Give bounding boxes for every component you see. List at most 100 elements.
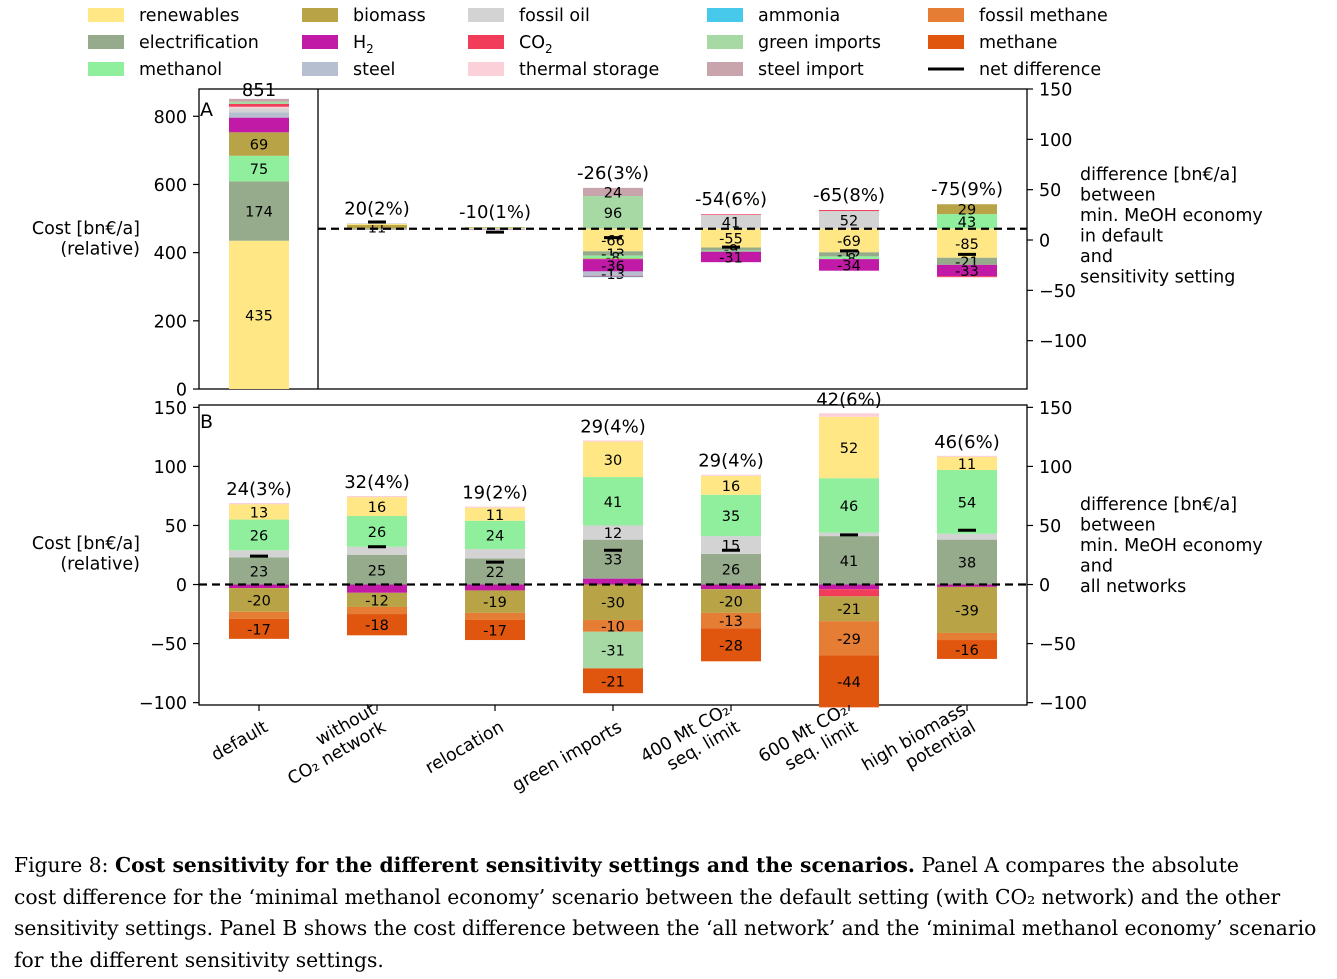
- bar-segment-methane: [701, 628, 761, 662]
- bar-segment-fossil_methane: [937, 632, 997, 641]
- data-label-h2: -31: [719, 250, 743, 266]
- bar-segment-methanol: [347, 516, 407, 547]
- bar-total-label: -54(6%): [695, 189, 767, 210]
- bar-segment-electrification: [229, 181, 289, 241]
- data-label-renewables: 52: [840, 441, 858, 457]
- y-axis-right-label: between: [1080, 516, 1156, 536]
- bar-segment-biomass: [819, 596, 879, 622]
- data-label-methane: -21: [601, 674, 625, 690]
- bar-segment-h2: [937, 264, 997, 277]
- legend-label-net: net difference: [979, 60, 1101, 80]
- bar-segment-co2: [819, 210, 879, 212]
- legend-swatch-ammonia: [707, 8, 743, 22]
- legend-label-co2: CO2: [519, 33, 553, 56]
- bar-segment-methane: [937, 640, 997, 659]
- bar-segment-methanol: [701, 494, 761, 537]
- data-label-electrification: 26: [722, 563, 740, 579]
- bar-segment-h2: [937, 584, 997, 587]
- data-label-electrification: 174: [245, 205, 273, 221]
- y-axis-right-label: between: [1080, 186, 1156, 206]
- data-label-methane: -16: [955, 643, 979, 659]
- y-tick-right-label: 50: [1039, 517, 1061, 537]
- data-label-green_imports: -31: [601, 644, 625, 660]
- data-label-h2: -36: [601, 259, 625, 275]
- x-tick-label-line: green imports: [509, 717, 626, 796]
- bar-segment-electrification: [701, 553, 761, 585]
- bar-segment-thermal_storage: [347, 495, 407, 498]
- legend-item-steel_import: steel import: [707, 60, 864, 80]
- y-axis-right-label: and: [1080, 557, 1113, 577]
- data-label-renewables: -85: [955, 237, 979, 253]
- bar-segment-methane: [347, 614, 407, 636]
- y-tick-label: 0: [176, 576, 187, 596]
- caption-line-4: for the different sensitivity settings.: [14, 947, 384, 972]
- bar-segment-fossil_oil: [701, 214, 761, 229]
- bar-segment-electrification: [229, 557, 289, 585]
- y-tick-label: 800: [154, 108, 187, 128]
- legend-label-sub: 2: [545, 42, 553, 56]
- bar-segment-fossil_oil: [229, 550, 289, 558]
- bar-total-label: 32(4%): [344, 472, 410, 493]
- legend-label-biomass: biomass: [353, 6, 426, 26]
- bar-segment-biomass: [701, 589, 761, 613]
- y-tick-label: 100: [154, 458, 187, 478]
- legend-label-thermal_storage: thermal storage: [519, 60, 659, 80]
- legend-item-fossil_methane: fossil methane: [928, 6, 1108, 26]
- bar-segment-fossil_oil: [347, 223, 407, 224]
- data-label-electrification: 41: [840, 554, 858, 570]
- bar-segment-fossil_methane: [819, 621, 879, 656]
- y-tick-right-label: 0: [1039, 232, 1050, 252]
- bar-segment-co2: [701, 214, 761, 215]
- bar-segment-biomass: [937, 586, 997, 633]
- legend-item-methanol: methanol: [88, 60, 222, 80]
- bar-segment-thermal_storage: [583, 440, 643, 442]
- data-label-fossil_oil: 52: [840, 213, 858, 229]
- bar-segment-thermal_storage: [229, 503, 289, 505]
- legend-item-co2: CO2: [468, 33, 553, 56]
- data-label-renewables: 11: [958, 457, 976, 473]
- data-label-h2: -33: [955, 264, 979, 280]
- bar-total-label: 29(4%): [698, 451, 764, 472]
- panel-a-frame: [198, 88, 1028, 390]
- figure-caption: Figure 8: Cost sensitivity for the diffe…: [14, 850, 1337, 976]
- bar-segment-renewables: [229, 240, 289, 389]
- data-label-renewables: 16: [368, 500, 386, 516]
- bar-segment-electrification: [583, 539, 643, 579]
- bar-segment-h2: [583, 259, 643, 272]
- bar-diff-4: 41-55-9-31-54(6%): [695, 189, 767, 266]
- legend-label-ammonia: ammonia: [758, 6, 840, 26]
- data-label-fossil_oil: 15: [722, 538, 740, 554]
- data-label-methanol: 43: [958, 215, 976, 231]
- legend-item-methane: methane: [928, 33, 1057, 53]
- bar-segment-methanol: [583, 477, 643, 526]
- bar-segment-h2: [229, 584, 289, 589]
- x-tick-label: default: [208, 717, 271, 765]
- bar-segment-biomass: [347, 225, 407, 229]
- bar-segment-fossil_methane: [465, 612, 525, 620]
- panel-a-letter: A: [200, 99, 213, 121]
- bar-segment-fossil_methane: [347, 606, 407, 615]
- bar-segment-biomass: [583, 584, 643, 620]
- x-tick-label-line: relocation: [422, 717, 507, 778]
- y-tick-right-label: −50: [1039, 282, 1076, 302]
- bar-diff-2: 22 24 11 -19 -17 19(2%): [462, 483, 528, 641]
- bar-segment-fossil_methane: [583, 619, 643, 632]
- bar-segment-thermal_storage: [819, 413, 879, 417]
- data-label-biomass: -21: [837, 602, 861, 618]
- bar-segment-h2: [819, 259, 879, 271]
- bar-segment-thermal_storage: [701, 474, 761, 476]
- bar-segment-h2: [465, 584, 525, 591]
- y-tick-right-label: 50: [1039, 181, 1061, 201]
- data-label-biomass: -19: [483, 595, 507, 611]
- bar-total-label: 46(6%): [934, 432, 1000, 453]
- x-tick-label: relocation: [422, 717, 507, 778]
- legend-swatch-methanol: [88, 62, 124, 76]
- bar-segment-methane: [465, 619, 525, 641]
- bar-segment-renewables: [819, 416, 879, 479]
- bar-segment-methanol: [465, 520, 525, 550]
- data-label-methanol: 24: [486, 528, 504, 544]
- data-label-electrification: 23: [250, 564, 268, 580]
